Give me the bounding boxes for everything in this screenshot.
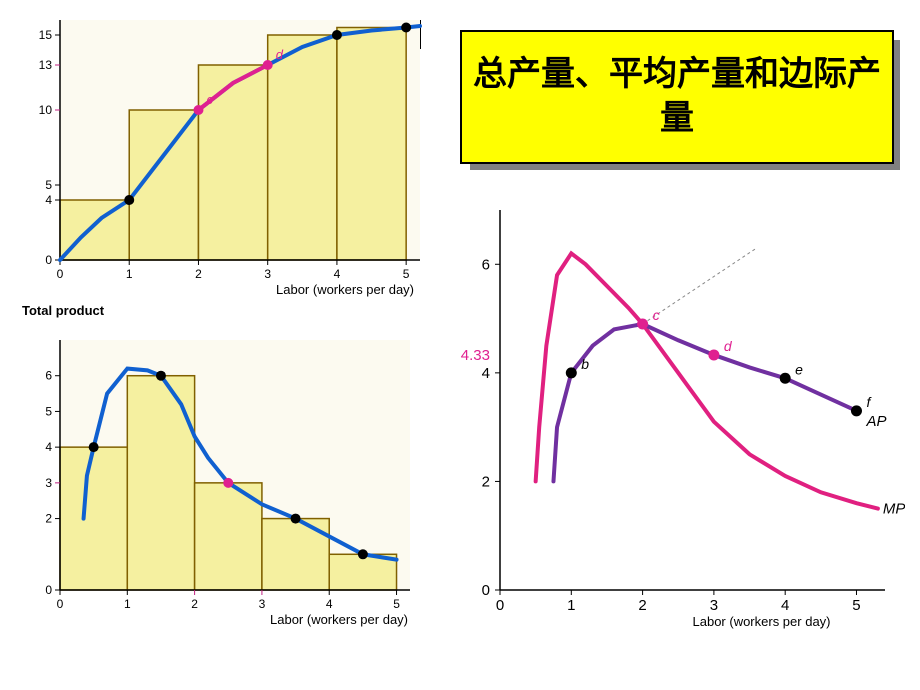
svg-text:b: b [581,356,589,372]
svg-text:c: c [206,92,213,107]
title-box: 总产量、平均产量和边际产量 [460,30,894,164]
svg-text:d: d [724,338,733,354]
svg-text:4: 4 [334,267,341,281]
svg-text:4: 4 [781,597,789,614]
svg-text:5: 5 [393,597,400,611]
svg-text:0: 0 [57,597,64,611]
svg-text:e: e [795,361,803,377]
svg-text:6: 6 [482,256,490,273]
svg-text:0: 0 [45,583,52,597]
svg-text:d: d [276,47,284,62]
svg-text:4: 4 [482,365,490,382]
svg-text:3: 3 [264,267,271,281]
svg-text:2: 2 [482,473,490,490]
svg-text:0: 0 [45,253,52,267]
svg-text:4: 4 [326,597,333,611]
svg-text:4: 4 [45,440,52,454]
svg-text:0: 0 [57,267,64,281]
svg-text:2: 2 [638,597,646,614]
svg-text:13: 13 [39,58,53,72]
chart-ap: 01234502464.33MPAPbcdefLabor (workers pe… [445,200,905,635]
svg-text:5: 5 [852,597,860,614]
svg-text:1: 1 [567,597,575,614]
svg-text:c: c [653,307,660,323]
svg-text:Total product: Total product [22,303,105,318]
svg-text:6: 6 [45,369,52,383]
svg-text:2: 2 [45,512,52,526]
svg-text:AP: AP [865,413,886,430]
svg-text:5: 5 [45,178,52,192]
svg-text:2: 2 [195,267,202,281]
svg-text:1: 1 [126,267,133,281]
svg-text:15: 15 [39,28,53,42]
svg-text:0: 0 [496,597,504,614]
svg-text:4: 4 [45,193,52,207]
chart-tp: 012345045101315cdLabor (workers per day)… [20,10,430,325]
svg-text:5: 5 [45,404,52,418]
svg-text:Labor (workers per day): Labor (workers per day) [693,614,831,629]
svg-text:2: 2 [191,597,198,611]
svg-text:3: 3 [259,597,266,611]
title-text: 总产量、平均产量和边际产量 [462,53,892,141]
chart-mp: 0 1 2 3 4 5 0 2 3 4 5 6 Labor (workers per day) [20,330,420,635]
svg-text:MP: MP [883,501,905,518]
svg-text:0: 0 [482,582,490,599]
svg-text:10: 10 [39,103,53,117]
svg-text:4.33: 4.33 [461,347,490,364]
svg-text:3: 3 [710,597,718,614]
svg-text:5: 5 [403,267,410,281]
svg-text:Labor (workers per day): Labor (workers per day) [270,612,408,627]
svg-text:3: 3 [45,476,52,490]
svg-text:Labor (workers per day): Labor (workers per day) [276,282,414,297]
svg-text:1: 1 [124,597,131,611]
